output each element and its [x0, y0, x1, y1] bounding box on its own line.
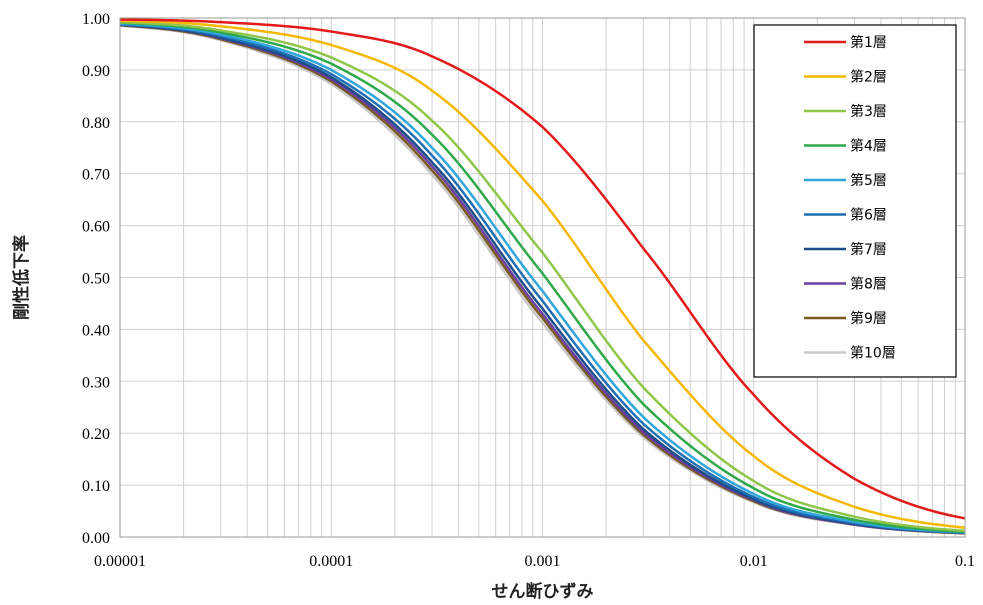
legend-label: 第1層 [850, 34, 887, 51]
series-line [119, 22, 966, 534]
y-tick-label: 0.20 [82, 426, 110, 443]
y-tick-label: 0.50 [82, 271, 110, 288]
legend-label: 第3層 [850, 103, 887, 120]
legend-label: 第9層 [850, 310, 887, 327]
plot-frame [119, 17, 966, 538]
y-tick-label: 1.00 [82, 11, 110, 28]
legend-label: 第4層 [850, 138, 887, 155]
series-lines [119, 18, 966, 535]
series-line [119, 20, 966, 533]
series-line [119, 19, 966, 529]
y-tick-label: 0.10 [82, 478, 110, 495]
legend-label: 第6層 [850, 207, 887, 224]
legend-label: 第8層 [850, 276, 887, 293]
y-tick-label: 0.60 [82, 219, 110, 236]
y-tick-label: 0.00 [82, 530, 110, 547]
y-tick-label: 0.90 [82, 63, 110, 80]
x-tick-label: 0.1 [955, 553, 975, 570]
y-tick-labels: 0.00 0.10 0.20 0.30 0.40 0.50 0.60 0.70 0.80 0.90… [82, 11, 110, 547]
x-tick-label: 0.0001 [309, 553, 353, 570]
series-line [119, 22, 966, 535]
x-tick-label: 0.01 [740, 553, 768, 570]
legend-label: 第5層 [850, 172, 887, 189]
legend-label: 第10層 [850, 345, 896, 362]
series-line [119, 21, 966, 534]
x-tick-label: 0.001 [525, 553, 561, 570]
legend-label: 第2層 [850, 69, 887, 86]
y-tick-label: 0.30 [82, 374, 110, 391]
x-tick-labels: 0.00001 0.0001 0.001 0.01 0.1 [94, 553, 975, 570]
y-axis-title: 剛性低下率 [11, 235, 32, 320]
x-axis-title: せん断ひずみ [492, 581, 594, 602]
y-tick-label: 0.80 [82, 115, 110, 132]
legend-label: 第7層 [850, 241, 887, 258]
series-line [119, 18, 966, 520]
legend-box [753, 24, 957, 378]
x-tick-label: 0.00001 [94, 553, 146, 570]
y-tick-label: 0.40 [82, 322, 110, 339]
y-tick-label: 0.70 [82, 167, 110, 184]
series-line [119, 23, 966, 535]
